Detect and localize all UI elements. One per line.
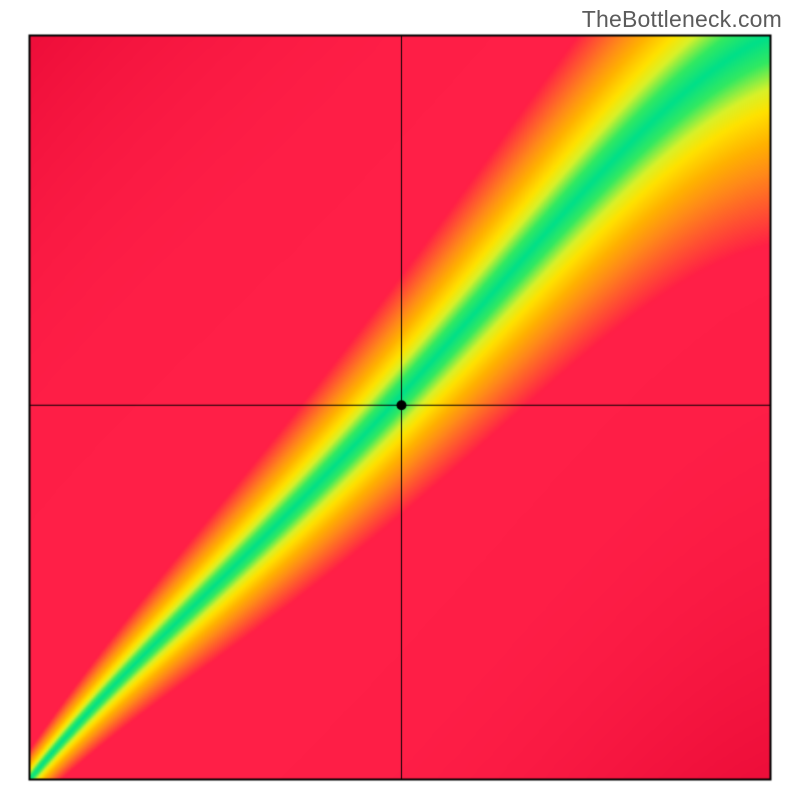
bottleneck-heatmap [0,0,800,800]
watermark-text: TheBottleneck.com [582,6,782,33]
